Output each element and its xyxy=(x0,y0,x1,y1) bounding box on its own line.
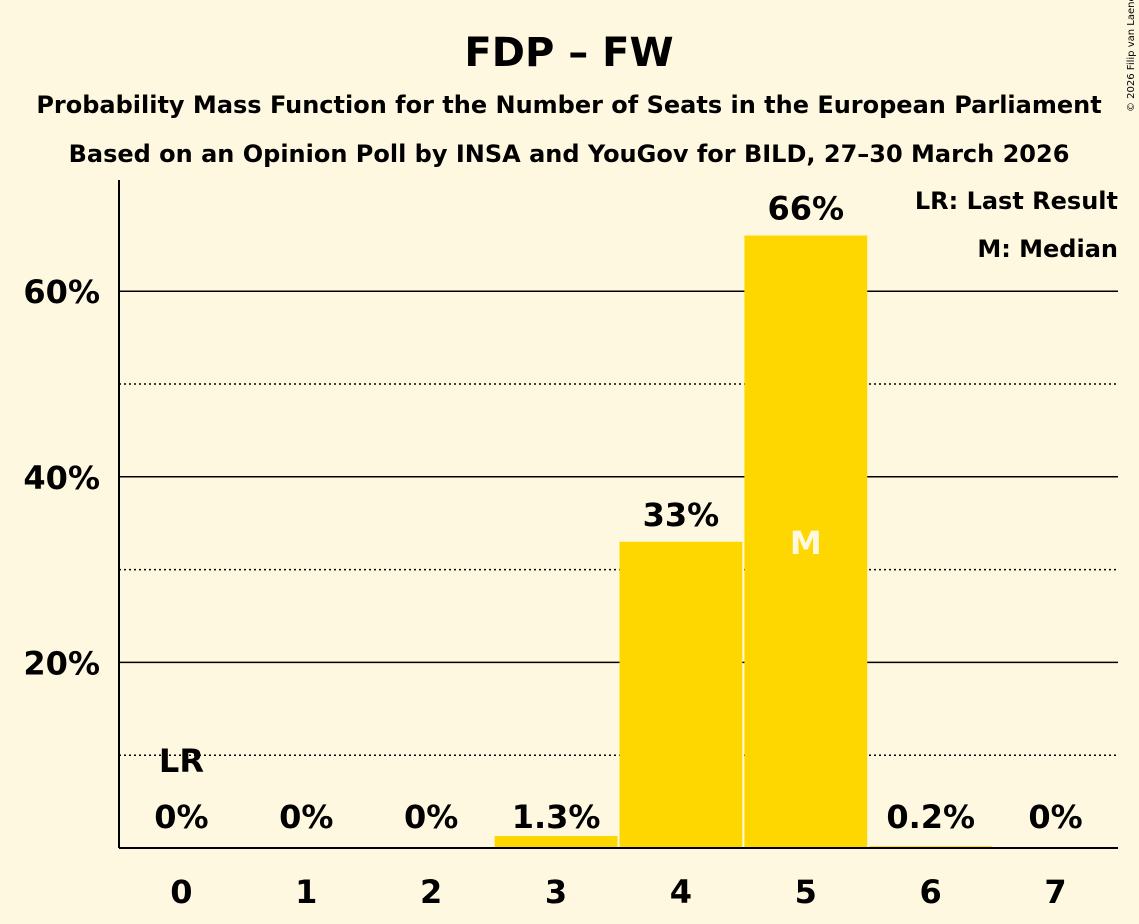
chart-source: Based on an Opinion Poll by INSA and You… xyxy=(69,140,1070,168)
bar-3 xyxy=(494,835,618,848)
x-tick-label: 1 xyxy=(295,873,317,911)
y-tick-label: 20% xyxy=(23,644,100,682)
bar-5 xyxy=(744,235,868,848)
x-tick-label: 3 xyxy=(545,873,567,911)
value-label: 1.3% xyxy=(512,798,601,836)
median-marker: M xyxy=(790,524,822,562)
x-tick-label: 7 xyxy=(1044,873,1066,911)
x-tick-label: 4 xyxy=(670,873,692,911)
bars xyxy=(494,235,993,848)
value-label: 66% xyxy=(768,190,845,228)
value-label: 0% xyxy=(1028,798,1082,836)
x-tick-label: 0 xyxy=(170,873,192,911)
data-labels: 0% LR 0% 0% 1.3% 33% 66% M 0.2% 0% xyxy=(154,190,1082,836)
y-tick-label: 40% xyxy=(23,459,100,497)
last-result-marker: LR xyxy=(159,742,204,780)
x-tick-label: 5 xyxy=(795,873,817,911)
copyright-notice: © 2026 Filip van Laenen xyxy=(1126,0,1137,112)
chart-subtitle: Probability Mass Function for the Number… xyxy=(36,91,1101,119)
bar-4 xyxy=(619,541,743,848)
x-tick-label: 2 xyxy=(420,873,442,911)
value-label: 0% xyxy=(404,798,458,836)
legend-median: M: Median xyxy=(977,235,1118,263)
axes: 0 1 2 3 4 5 6 7 xyxy=(118,180,1118,911)
value-label: 0% xyxy=(154,798,208,836)
value-label: 33% xyxy=(643,496,720,534)
gridlines: 20% 40% 60% xyxy=(23,273,1118,756)
value-label: 0.2% xyxy=(886,798,975,836)
legend-last-result: LR: Last Result xyxy=(915,187,1118,215)
y-tick-label: 60% xyxy=(23,273,100,311)
value-label: 0% xyxy=(279,798,333,836)
chart-title: FDP – FW xyxy=(464,30,673,76)
x-tick-label: 6 xyxy=(920,873,942,911)
